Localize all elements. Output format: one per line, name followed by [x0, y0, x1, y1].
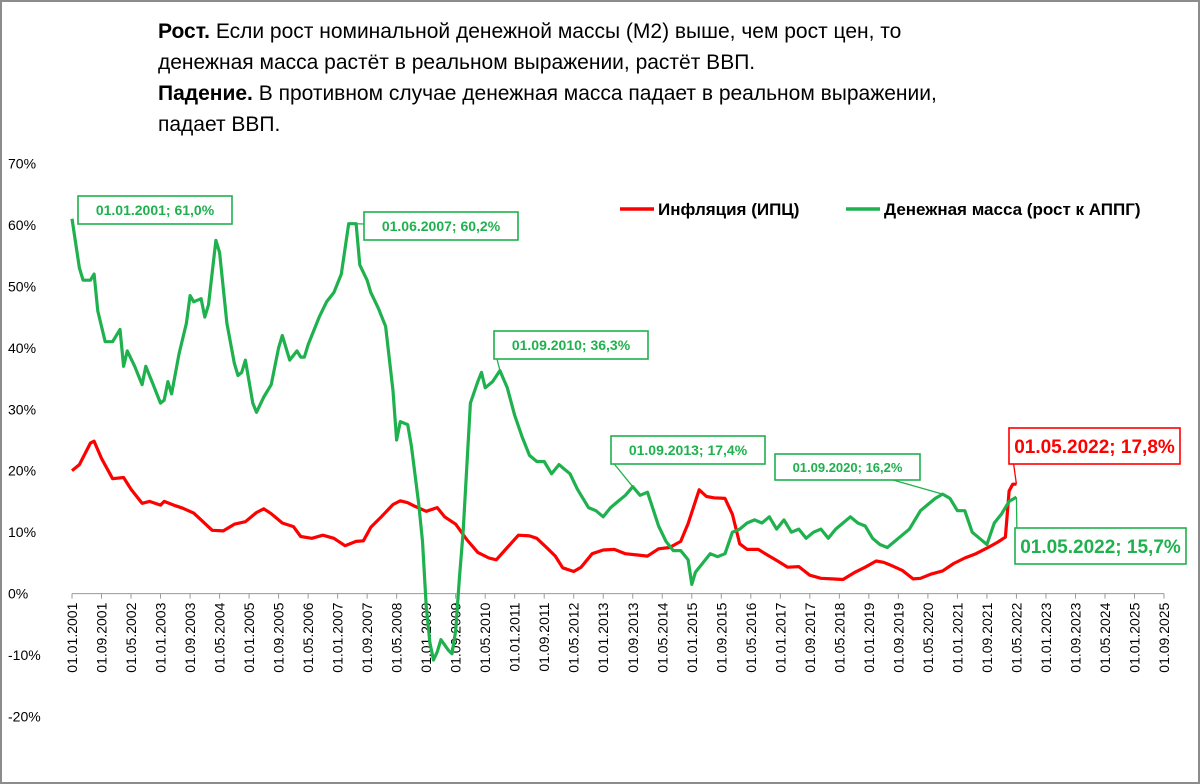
x-tick-label: 01.09.2017	[802, 602, 818, 672]
y-tick-label: -20%	[8, 709, 41, 725]
annotation-label: 01.06.2007; 60,2%	[382, 218, 501, 234]
x-tick-label: 01.09.2011	[536, 602, 552, 671]
x-tick-label: 01.09.2003	[182, 602, 198, 672]
x-tick-label: 01.09.2021	[979, 602, 995, 672]
x-tick-label: 01.01.2001	[64, 602, 80, 672]
x-tick-label: 01.05.2010	[477, 602, 493, 672]
y-tick-label: -10%	[8, 647, 41, 663]
x-tick-label: 01.09.2015	[713, 602, 729, 672]
x-tick-label: 01.01.2011	[507, 602, 523, 671]
y-tick-label: 10%	[8, 524, 36, 540]
x-tick-label: 01.09.2013	[625, 602, 641, 672]
y-tick-label: 40%	[8, 340, 36, 356]
money-supply-series-line	[70, 218, 1018, 662]
x-tick-label: 01.01.2007	[330, 602, 346, 672]
x-tick-label: 01.05.2022	[1008, 602, 1024, 672]
chart-heading: Рост. Если рост номинальной денежной мас…	[158, 16, 1118, 140]
annotation-label: 01.01.2001; 61,0%	[96, 202, 215, 218]
x-tick-label: 01.09.2019	[890, 602, 906, 672]
x-tick-label: 01.05.2006	[300, 602, 316, 672]
x-tick-label: 01.01.2015	[684, 602, 700, 672]
annotation-label: 01.09.2020; 16,2%	[793, 460, 903, 475]
annotation-label: 01.09.2013; 17,4%	[629, 442, 748, 458]
x-tick-label: 01.05.2008	[389, 602, 405, 672]
x-tick-label: 01.01.2017	[772, 602, 788, 672]
y-tick-label: 0%	[8, 586, 28, 602]
annotation-box	[1008, 427, 1181, 465]
x-tick-label: 01.05.2004	[212, 602, 228, 672]
y-tick-label: 20%	[8, 463, 36, 479]
x-tick-label: 01.01.2025	[1126, 602, 1142, 672]
x-tick-label: 01.01.2005	[241, 602, 257, 672]
x-tick-label: 01.09.2023	[1067, 602, 1083, 672]
y-tick-label: 30%	[8, 401, 36, 417]
heading-fall-line1: Падение. В противном случае денежная мас…	[158, 78, 1118, 109]
x-tick-label: 01.09.2005	[271, 602, 287, 672]
x-tick-label: 01.01.2019	[861, 602, 877, 672]
heading-fall-line2: падает ВВП.	[158, 113, 281, 136]
x-tick-label: 01.05.2024	[1097, 602, 1113, 672]
x-tick-label: 01.01.2003	[153, 602, 169, 672]
annotation-box	[610, 435, 766, 465]
annotation-box	[1014, 527, 1187, 565]
annotation-label: 01.09.2010; 36,3%	[512, 337, 631, 353]
x-tick-label: 01.05.2014	[654, 602, 670, 672]
x-tick-label: 01.01.2013	[595, 602, 611, 672]
x-tick-label: 01.05.2020	[920, 602, 936, 672]
x-tick-label: 01.05.2016	[743, 602, 759, 672]
annotation-box	[774, 453, 921, 481]
heading-fall-text: В противном случае денежная масса падает…	[252, 82, 937, 105]
y-tick-label: 50%	[8, 278, 36, 294]
heading-fall-label: Падение.	[158, 82, 253, 105]
x-tick-label: 01.05.2002	[123, 602, 139, 672]
annotation-box	[493, 330, 649, 360]
heading-growth-line2: денежная масса растёт в реальном выражен…	[158, 51, 756, 74]
x-tick-label: 01.05.2012	[566, 602, 582, 672]
x-tick-label: 01.05.2018	[831, 602, 847, 672]
y-tick-label: 70%	[8, 156, 36, 172]
legend-label: Инфляция (ИПЦ)	[658, 200, 799, 219]
heading-growth-line1: Рост. Если рост номинальной денежной мас…	[158, 16, 1118, 47]
annotation-box	[363, 211, 519, 241]
annotation-label: 01.05.2022; 17,8%	[1014, 437, 1175, 458]
x-tick-label: 01.01.2021	[949, 602, 965, 672]
annotation-leader-line	[496, 358, 501, 371]
x-tick-label: 01.09.2025	[1156, 602, 1172, 672]
inflation-series-line	[70, 439, 1017, 582]
x-tick-label: 01.01.2023	[1038, 602, 1054, 672]
x-tick-label: 01.09.2007	[359, 602, 375, 672]
y-tick-label: 60%	[8, 217, 36, 233]
annotation-label: 01.05.2022; 15,7%	[1020, 537, 1181, 558]
heading-growth-text: Если рост номинальной денежной массы (М2…	[210, 20, 902, 43]
legend-label: Денежная масса (рост к АППГ)	[884, 200, 1141, 219]
annotation-leader-line	[892, 479, 943, 495]
heading-growth-label: Рост.	[158, 20, 210, 43]
x-tick-label: 01.01.2009	[418, 602, 434, 672]
x-tick-label: 01.09.2001	[94, 602, 110, 672]
annotation-box	[77, 195, 233, 225]
